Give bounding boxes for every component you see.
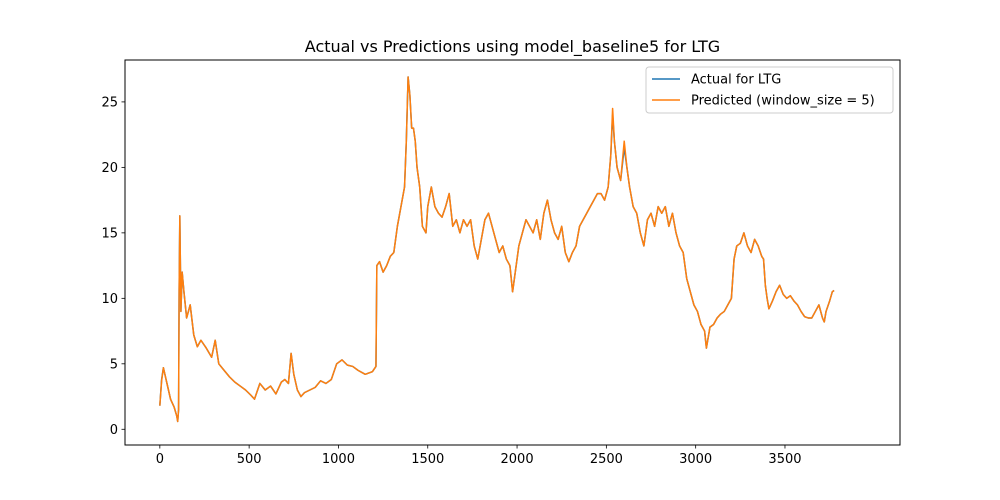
- x-tick-label: 1500: [411, 452, 444, 467]
- y-tick-label: 5: [110, 357, 118, 372]
- x-tick-label: 3000: [679, 452, 712, 467]
- series-layer: [159, 76, 835, 423]
- series-line-0: [159, 76, 835, 423]
- x-tick-label: 500: [237, 452, 262, 467]
- y-tick-label: 20: [101, 161, 118, 176]
- x-tick-label: 1000: [322, 452, 355, 467]
- y-tick-label: 10: [101, 292, 118, 307]
- series-line-1: [159, 76, 835, 423]
- y-axis: 0 5 10 15 20 25: [101, 95, 125, 438]
- legend: Actual for LTG Predicted (window_size = …: [645, 66, 894, 114]
- x-tick-label: 2500: [590, 452, 623, 467]
- x-tick-label: 3500: [768, 452, 801, 467]
- y-tick-label: 15: [101, 226, 118, 241]
- x-tick-label: 2000: [501, 452, 534, 467]
- plot-frame: [124, 59, 901, 446]
- chart-title: Actual vs Predictions using model_baseli…: [305, 37, 720, 57]
- y-tick-label: 0: [110, 423, 118, 438]
- x-tick-label: 0: [156, 452, 164, 467]
- y-tick-label: 25: [101, 95, 118, 110]
- legend-box: [645, 66, 894, 114]
- x-axis: 0 500 1000 1500 2000 2500 3000 3500: [156, 445, 802, 467]
- legend-label-actual: Actual for LTG: [691, 73, 781, 88]
- legend-label-predicted: Predicted (window_size = 5): [691, 94, 875, 109]
